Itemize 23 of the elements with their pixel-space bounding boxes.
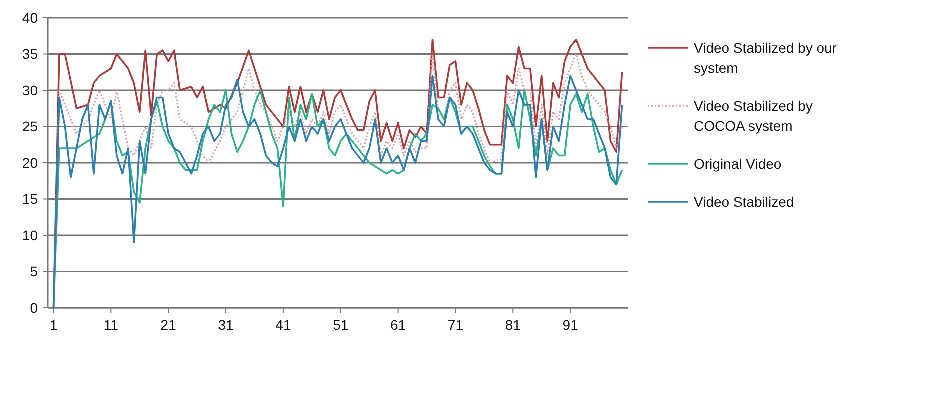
y-tick-label: 35 (22, 46, 38, 62)
y-tick-label: 5 (30, 264, 38, 280)
legend-label: Video Stabilized by COCOA system (694, 98, 813, 134)
y-tick-label: 10 (22, 227, 38, 244)
x-tick-label: 21 (160, 317, 177, 333)
x-tick-label: 71 (448, 317, 464, 333)
y-tick-label: 15 (22, 191, 38, 208)
x-tick-label: 81 (505, 317, 522, 333)
y-tick-label: 0 (30, 300, 38, 316)
x-tick-label: 51 (333, 317, 349, 333)
x-tick-label: 91 (562, 317, 579, 333)
legend-label: Original Video (694, 156, 782, 172)
y-tick-label: 20 (22, 154, 38, 171)
x-tick-label: 1 (50, 317, 58, 333)
legend-label: Video Stabilized (694, 194, 794, 210)
x-tick-label: 61 (390, 317, 406, 333)
x-tick-label: 41 (276, 317, 292, 333)
y-tick-label: 25 (22, 118, 38, 135)
x-tick-label: 31 (218, 317, 234, 333)
legend-label: Video Stabilized by our system (694, 40, 838, 76)
x-tick-label: 11 (104, 317, 119, 333)
y-tick-label: 30 (22, 82, 38, 98)
y-tick-label: 40 (22, 10, 38, 26)
